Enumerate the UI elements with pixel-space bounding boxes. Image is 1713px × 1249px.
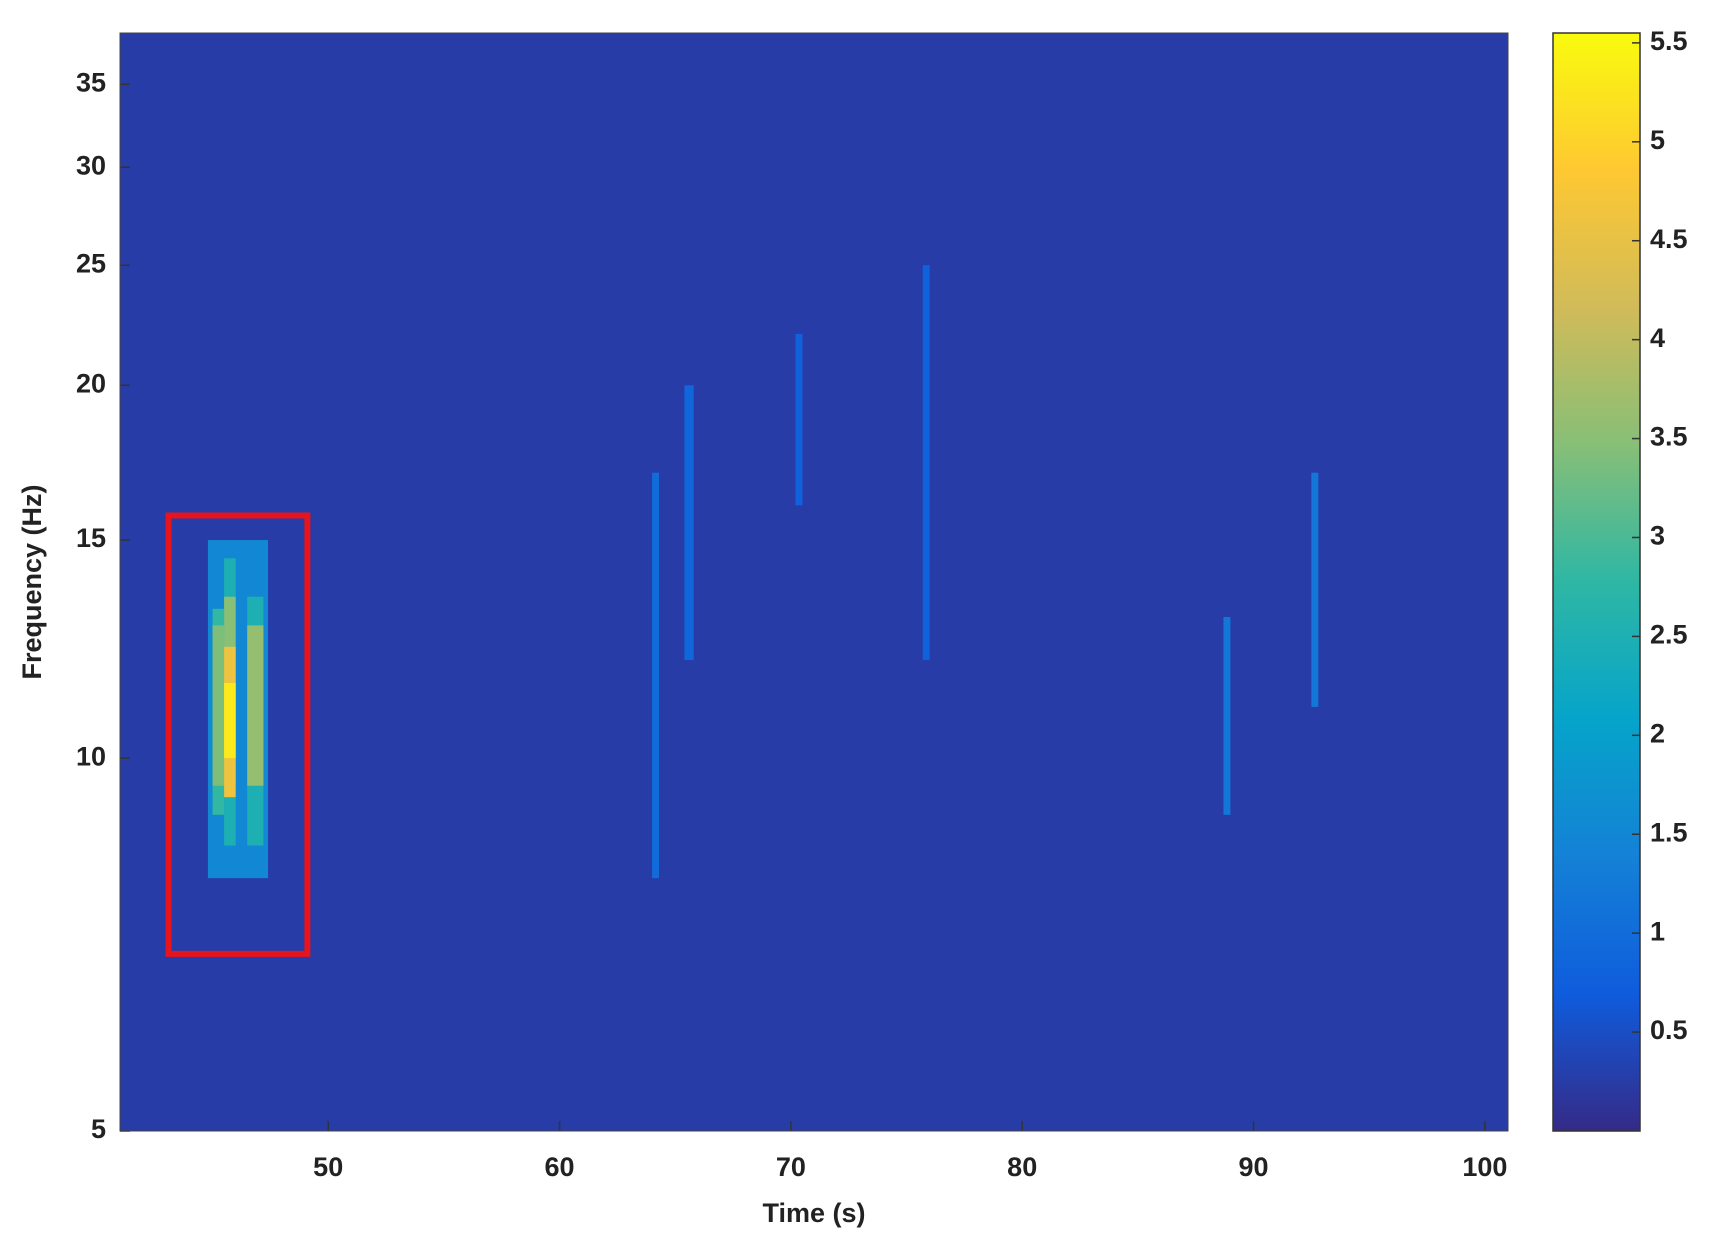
colorbar-tick-label: 2.5 (1650, 620, 1688, 650)
colorbar-tick-label: 3 (1650, 521, 1665, 551)
heatmap-cell (922, 265, 930, 661)
heatmap-cell (652, 472, 660, 879)
x-tick-label: 90 (1239, 1152, 1269, 1182)
colorbar-tick-label: 5.5 (1650, 26, 1688, 56)
heatmap-background (120, 33, 1508, 1131)
y-axis-label: Frequency (Hz) (17, 484, 47, 679)
x-tick-label: 50 (313, 1152, 343, 1182)
colorbar-tick-label: 4.5 (1650, 224, 1688, 254)
colorbar (1552, 32, 1641, 1132)
highlight-box (165, 512, 311, 957)
y-tick-label: 20 (76, 368, 106, 398)
x-tick-label: 100 (1462, 1152, 1507, 1182)
heatmap-cell (247, 625, 264, 786)
x-tick-label: 60 (545, 1152, 575, 1182)
x-tick-label: 70 (776, 1152, 806, 1182)
heatmap-cell (684, 385, 694, 661)
y-tick-label: 35 (76, 67, 106, 97)
colorbar-tick-label: 0.5 (1650, 1015, 1688, 1045)
heatmap-cell (795, 334, 803, 506)
colorbar-tick-label: 1 (1650, 916, 1665, 946)
heatmap-cell (1223, 617, 1231, 815)
x-axis-label: Time (s) (762, 1198, 865, 1228)
heatmap-cell (212, 625, 225, 786)
colorbar-tick-label: 1.5 (1650, 817, 1688, 847)
y-tick-label: 10 (76, 741, 106, 771)
x-tick-label: 80 (1007, 1152, 1037, 1182)
colorbar-tick-label: 2 (1650, 718, 1665, 748)
colorbar-tick-label: 4 (1650, 323, 1665, 353)
heatmap-cell (224, 682, 236, 759)
y-tick-label: 30 (76, 150, 106, 180)
y-tick-label: 15 (76, 523, 106, 553)
heatmap-cell (1311, 472, 1319, 707)
y-tick-label: 5 (91, 1114, 106, 1144)
colorbar-tick-label: 5 (1650, 125, 1665, 155)
heatmap-cells (207, 265, 1319, 879)
colorbar-tick-label: 3.5 (1650, 422, 1688, 452)
plot-frame (119, 32, 1509, 1132)
y-tick-label: 25 (76, 248, 106, 278)
